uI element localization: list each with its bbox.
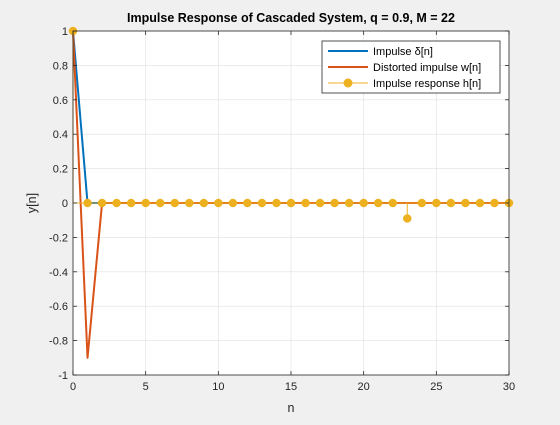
stem-marker [141, 198, 150, 208]
stem-marker [83, 198, 92, 208]
y-tick-label: 0.4 [53, 129, 68, 141]
stem-marker [228, 198, 238, 208]
stem-marker [126, 198, 136, 208]
stem-marker [490, 198, 499, 208]
x-tick-label: 30 [503, 381, 515, 393]
x-axis-label: n [288, 401, 295, 415]
legend-label-impulse: Impulse δ[n] [373, 46, 433, 58]
y-tick-label: -0.4 [49, 267, 68, 279]
stem-marker [344, 198, 354, 208]
stem-marker [243, 198, 252, 208]
stem-marker [330, 198, 339, 208]
stem-marker [432, 198, 441, 208]
y-tick-label: 0.6 [53, 95, 68, 107]
stem-marker [359, 198, 368, 208]
x-tick-label: 10 [212, 381, 224, 393]
y-tick-label: -0.6 [49, 301, 68, 313]
y-tick-label: 0.8 [53, 60, 68, 72]
stem-marker [214, 198, 223, 208]
stem-marker [388, 198, 397, 208]
stem-marker [417, 198, 427, 208]
ticks: 0 5 10 15 20 25 30 -1 -0.8 -0.6 -0.4 -0.2 0 0.2 0.4 0.6… [49, 26, 515, 393]
x-tick-label: 5 [143, 381, 149, 393]
stem-marker [286, 198, 296, 208]
stem-marker [185, 198, 194, 208]
stem-marker [97, 198, 107, 208]
y-tick-label: 1 [62, 26, 68, 38]
stem-marker [170, 198, 179, 208]
stem-marker [315, 198, 325, 208]
y-tick-label: -0.2 [49, 232, 68, 244]
y-axis-label: y[n] [25, 193, 39, 213]
stem-marker [446, 198, 456, 208]
legend: Impulse δ[n] Distorted impulse w[n] Impu… [321, 40, 501, 94]
stem-marker [112, 198, 121, 208]
x-tick-label: 25 [430, 381, 442, 393]
y-tick-label: -0.8 [49, 336, 68, 348]
y-tick-label: 0 [62, 198, 68, 210]
chart-title: Impulse Response of Cascaded System, q =… [127, 11, 455, 25]
legend-marker-response [343, 78, 353, 88]
x-tick-label: 15 [285, 381, 297, 393]
y-tick-label: -1 [58, 370, 68, 382]
y-tick-label: 0.2 [53, 164, 68, 176]
stem-marker [199, 198, 209, 208]
x-tick-label: 20 [358, 381, 370, 393]
stem-marker [301, 198, 310, 208]
stem-marker [403, 214, 412, 223]
stem-marker [461, 198, 470, 208]
x-tick-label: 0 [70, 381, 76, 393]
stem-marker [475, 198, 485, 208]
legend-label-distorted: Distorted impulse w[n] [373, 62, 481, 74]
stem-marker [272, 198, 281, 208]
stem-marker [373, 198, 383, 208]
legend-label-response: Impulse response h[n] [373, 78, 481, 90]
stem-marker [257, 198, 267, 208]
stem-marker [155, 198, 165, 208]
